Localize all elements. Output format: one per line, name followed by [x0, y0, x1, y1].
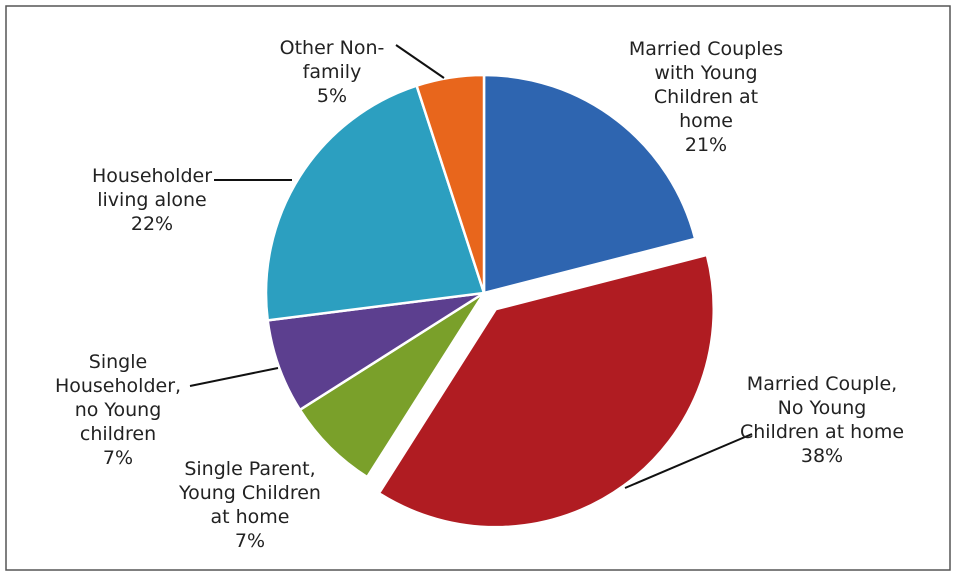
slice-label: Married Couple, No Young Children at hom…	[737, 372, 907, 468]
value-label: 22%	[130, 213, 174, 235]
slice-label: Married Couples with Young Children at h…	[626, 37, 786, 157]
category-name: Married Couple, No Young Children at hom…	[739, 373, 905, 443]
pie-slice	[377, 253, 715, 529]
category-name: Single Householder, no Young children	[54, 351, 182, 445]
value-label: 38%	[800, 445, 844, 467]
chart-border	[5, 5, 951, 571]
slice-label: Householder living alone 22%	[77, 164, 227, 236]
pie-slice	[415, 73, 486, 294]
category-name: Householder living alone	[91, 165, 213, 211]
category-name: Married Couples with Young Children at h…	[628, 38, 784, 132]
value-label: 7%	[102, 447, 134, 469]
value-label: 21%	[684, 134, 728, 156]
leader-line	[395, 44, 445, 79]
leader-line	[624, 433, 753, 489]
slice-label: Single Parent, Young Children at home 7%	[170, 457, 330, 553]
category-name: Other Non-family	[279, 37, 385, 83]
slice-label: Single Householder, no Young children 7%	[43, 350, 193, 470]
slice-label: Other Non-family 5%	[267, 36, 397, 108]
pie-slice	[264, 84, 486, 322]
leader-line	[189, 367, 279, 387]
pie-slice	[482, 73, 697, 295]
value-label: 7%	[234, 530, 266, 552]
category-name: Single Parent, Young Children at home	[179, 458, 321, 528]
value-label: 5%	[316, 85, 348, 107]
